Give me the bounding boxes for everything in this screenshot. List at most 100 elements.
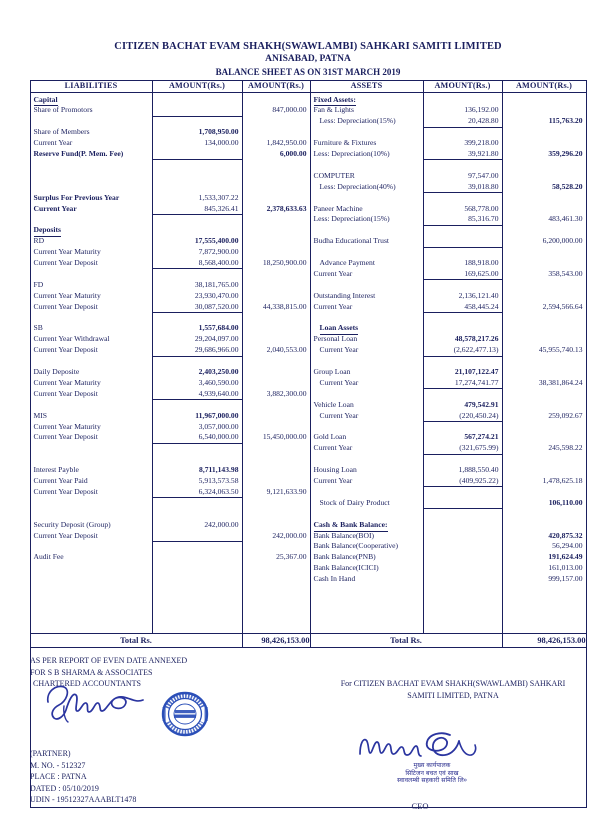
row-amount-2 [243,95,310,106]
col-liabilities: LIABILITIES [29,80,153,93]
row-amount-1 [424,454,502,465]
for-company-line-1: For CITIZEN BACHAT EVAM SHAKH(SWAWLAMBI)… [340,679,566,688]
row-amount-1: (2,622,477.13) [453,345,499,355]
row-label: Reserve Fund(P. Mem. Fee) [33,149,124,158]
row-amount-2: 2,594,566.64 [542,301,583,311]
row-label: Current Year [319,345,359,355]
row-amount-2 [243,182,310,193]
row-label [311,280,423,291]
row-amount-2 [503,291,586,302]
company-place: ANISABAD, PATNA [265,54,351,64]
hindi-line-2: सिटिजन बचत एवं साख [405,769,459,777]
group-separator [152,399,242,401]
footer-frame-right [586,648,587,808]
row-amount-1 [424,323,502,334]
col-amount-3: AMOUNT(Rs.) [422,80,503,93]
row-amount-1: 1,533,307.22 [198,192,239,202]
report-line-3: CHARTERED ACCOUNTANTS [33,679,141,688]
row-label [31,443,152,454]
row-label: Paneer Machine [313,203,363,213]
row-amount-2: 9,121,633.90 [266,486,307,496]
row-label: Current Year Maturity [33,377,101,387]
auditor-block: AS PER REPORT OF EVEN DATE ANNEXED FOR S… [30,655,187,690]
row-amount-2: 3,882,300.00 [266,388,307,398]
row-label [311,313,423,324]
group-separator [423,126,502,128]
report-line-2: FOR S B SHARMA & ASSOCIATES [30,667,153,677]
liabilities-label-cell: Capital Share of Promotors Share of Member… [29,92,153,634]
row-amount-1 [424,313,502,324]
row-label [311,454,423,465]
row-label: Personal Loan [313,334,358,344]
row-label [311,247,423,258]
group-separator [423,388,502,390]
document-heading: CITIZEN BACHAT EVAM SHAKH(SWAWLAMBI) SAH… [0,0,616,80]
for-company-line-2: SAMITI LIMITED, PATNA [407,691,499,700]
row-amount-2: 2,040,553.00 [266,345,307,355]
row-amount-2 [243,411,310,422]
hindi-line-3: स्वावलम्बी सहकारी समिति लि० [397,777,467,785]
row-amount-1 [153,116,242,127]
row-label: Capital [31,95,152,107]
row-amount-2 [243,367,310,378]
row-amount-1 [153,182,242,193]
hindi-line-1: मुख्य कार्यपालक [413,762,451,769]
row-label: RD [33,236,45,246]
row-amount-1: 6,540,000.00 [198,432,239,442]
footer-frame-bottom [30,807,586,808]
row-label: Bank Balance(BOI) [313,530,375,540]
row-amount-1: 479,542.91 [464,399,499,409]
row-amount-2 [503,465,586,476]
row-label: Current Year Maturity [33,290,101,300]
row-label: Current Year Deposit [33,345,98,355]
row-amount-2 [503,105,586,116]
row-amount-2: 1,478,625.18 [542,476,583,485]
row-label [31,182,152,193]
row-amount-2: 483,461.30 [548,214,583,224]
partner-label: (PARTNER) [30,749,71,758]
report-line-1: AS PER REPORT OF EVEN DATE ANNEXED [30,656,188,665]
row-amount-1 [153,356,242,367]
row-amount-2: 259,092.67 [548,410,583,420]
row-amount-1: 29,686,966.00 [194,345,239,355]
place-line: PLACE : PATNA [30,772,87,782]
col-amount-2: AMOUNT(Rs.) [241,80,311,93]
group-separator [423,312,502,313]
row-amount-2 [503,356,586,367]
row-amount-1: 568,778.00 [464,203,499,213]
row-amount-1: 48,578,217.26 [454,334,499,344]
row-amount-2 [243,269,310,280]
row-label: Loan Assets [311,323,423,336]
row-amount-1: 4,939,640.00 [198,388,239,398]
row-amount-2 [243,400,310,411]
total-label-left: Total Rs. [29,633,243,648]
row-amount-1: 30,087,520.00 [194,301,239,311]
row-amount-2 [503,95,586,106]
row-label [31,160,152,171]
row-amount-1 [153,214,242,225]
row-label: Less: Depreciation(15%) [313,214,390,224]
row-label [311,509,423,520]
auditor-stamp-seal [161,691,209,737]
row-label [311,225,423,236]
row-label [311,193,423,204]
row-label: FD [33,279,44,289]
row-amount-2 [243,509,310,520]
row-amount-1: 1,557,684.00 [198,323,239,333]
row-label: Cash & Bank Balance: [311,520,423,532]
row-label [311,389,423,400]
row-amount-1: (321,675.99) [459,443,499,453]
row-amount-1 [424,247,502,258]
row-amount-1 [424,127,502,138]
row-amount-1: (409,925.22) [459,476,499,485]
row-label [31,116,152,127]
group-separator [423,421,502,422]
row-amount-2 [503,225,586,236]
row-label: Current Year Deposit [33,258,98,267]
row-amount-2 [243,160,310,171]
row-amount-2: 25,367.00 [276,552,307,562]
row-amount-1 [424,356,502,367]
row-label [311,356,423,367]
group-separator [152,312,242,313]
row-label: Deposits [31,225,152,238]
